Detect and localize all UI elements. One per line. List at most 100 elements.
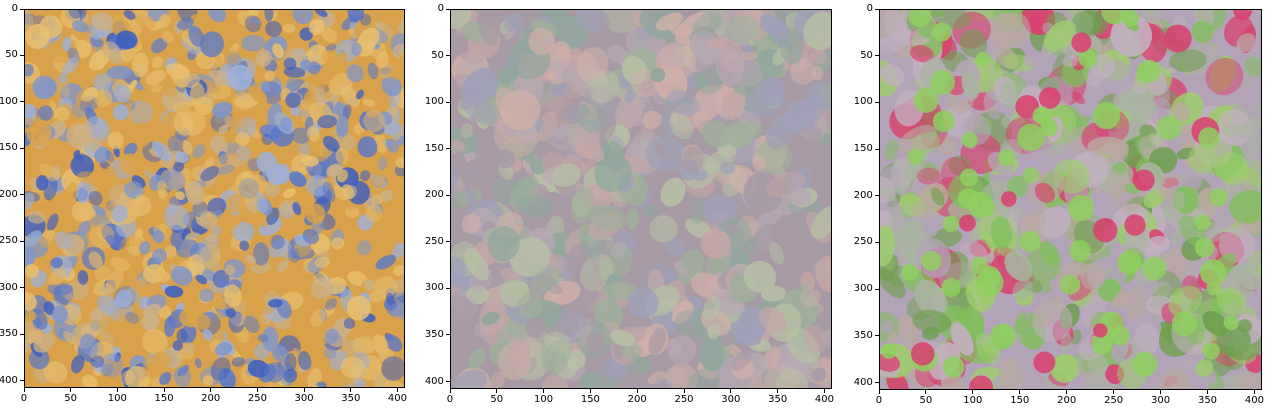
- x-tick-label: 200: [1057, 396, 1076, 406]
- sphere-blob: [1117, 251, 1141, 275]
- y-tick: [20, 241, 24, 242]
- x-tick: [730, 389, 731, 393]
- x-tick-label: 150: [154, 394, 173, 404]
- sphere-blob: [1133, 169, 1155, 191]
- sphere-blob: [976, 52, 991, 67]
- sphere-blob: [1172, 311, 1197, 336]
- sphere-blob: [1157, 116, 1181, 140]
- y-tick: [446, 102, 450, 103]
- x-tick-label: 0: [876, 396, 882, 406]
- x-tick-label: 300: [295, 394, 314, 404]
- sphere-blob: [921, 251, 941, 271]
- x-tick-label: 400: [388, 394, 407, 404]
- sphere-blob: [1123, 10, 1140, 27]
- x-tick: [350, 388, 351, 392]
- sphere-blob: [1093, 323, 1107, 337]
- sphere-blob: [1224, 315, 1239, 330]
- x-tick: [1019, 390, 1020, 394]
- y-tick: [20, 55, 24, 56]
- x-tick-label: 400: [1245, 396, 1264, 406]
- x-tick-label: 100: [534, 395, 553, 405]
- sphere-blob: [1093, 102, 1120, 129]
- sphere-blob: [914, 88, 939, 113]
- y-tick-label: 150: [854, 144, 873, 154]
- x-tick: [925, 390, 926, 394]
- y-tick: [446, 148, 450, 149]
- y-tick-label: 50: [860, 51, 873, 61]
- sphere-blob: [1195, 215, 1211, 231]
- y-tick: [20, 334, 24, 335]
- sphere-blob: [943, 356, 965, 378]
- y-tick: [20, 287, 24, 288]
- sphere-blob: [1132, 352, 1157, 377]
- x-tick: [24, 388, 25, 392]
- sphere-blob: [1124, 214, 1145, 235]
- texture-blob: [315, 87, 325, 106]
- y-tick: [875, 242, 879, 243]
- y-tick-label: 50: [5, 50, 18, 60]
- y-tick-label: 300: [854, 284, 873, 294]
- x-tick: [1254, 390, 1255, 394]
- y-tick-label: 300: [425, 283, 444, 293]
- y-tick-label: 250: [854, 237, 873, 247]
- sphere-blob: [901, 264, 918, 281]
- x-tick-label: 200: [201, 394, 220, 404]
- x-tick: [210, 388, 211, 392]
- sphere-blob: [942, 215, 959, 232]
- texture-blob: [157, 180, 167, 197]
- generated-image-2: [451, 10, 831, 388]
- x-tick: [496, 389, 497, 393]
- sphere-blob: [1023, 167, 1039, 183]
- x-tick-label: 150: [1010, 396, 1029, 406]
- y-tick-label: 250: [425, 237, 444, 247]
- x-tick-label: 50: [64, 394, 77, 404]
- y-tick-label: 400: [854, 378, 873, 388]
- y-tick: [875, 382, 879, 383]
- y-tick: [875, 289, 879, 290]
- sphere-blob: [932, 22, 951, 41]
- y-tick: [875, 9, 879, 10]
- x-tick: [637, 389, 638, 393]
- sphere-blob: [1093, 218, 1117, 242]
- x-tick: [397, 388, 398, 392]
- sphere-blob: [1019, 231, 1040, 252]
- y-tick-label: 0: [12, 4, 18, 14]
- y-tick-label: 400: [0, 376, 18, 386]
- y-tick: [875, 102, 879, 103]
- sphere-blob: [958, 188, 979, 209]
- generated-image-1: [25, 10, 404, 387]
- y-tick-label: 100: [0, 97, 18, 107]
- sphere-blob: [1195, 238, 1215, 258]
- x-tick-label: 250: [674, 395, 693, 405]
- y-tick-label: 350: [854, 331, 873, 341]
- y-tick: [446, 241, 450, 242]
- x-tick: [972, 390, 973, 394]
- y-tick-label: 300: [0, 283, 18, 293]
- y-tick-label: 200: [854, 191, 873, 201]
- x-tick: [543, 389, 544, 393]
- x-tick: [450, 389, 451, 393]
- x-tick-label: 50: [490, 395, 503, 405]
- sphere-blob: [1060, 274, 1080, 294]
- y-tick-label: 400: [425, 377, 444, 387]
- x-tick: [257, 388, 258, 392]
- texture-blob: [1088, 137, 1127, 156]
- x-tick-label: 0: [21, 394, 27, 404]
- sphere-blob: [979, 266, 1000, 287]
- x-tick-label: 250: [248, 394, 267, 404]
- sphere-blob: [1071, 32, 1091, 52]
- y-tick: [446, 334, 450, 335]
- x-tick: [777, 389, 778, 393]
- y-tick: [446, 195, 450, 196]
- x-tick: [70, 388, 71, 392]
- x-tick: [1066, 390, 1067, 394]
- sphere-blob: [933, 110, 955, 132]
- x-tick: [164, 388, 165, 392]
- sphere-blob: [1069, 240, 1091, 262]
- x-tick: [304, 388, 305, 392]
- x-tick: [1207, 390, 1208, 394]
- sphere-blob: [907, 149, 924, 166]
- sphere-blob: [1164, 25, 1192, 53]
- sphere-blob: [1040, 119, 1058, 137]
- sphere-blob: [1203, 342, 1220, 359]
